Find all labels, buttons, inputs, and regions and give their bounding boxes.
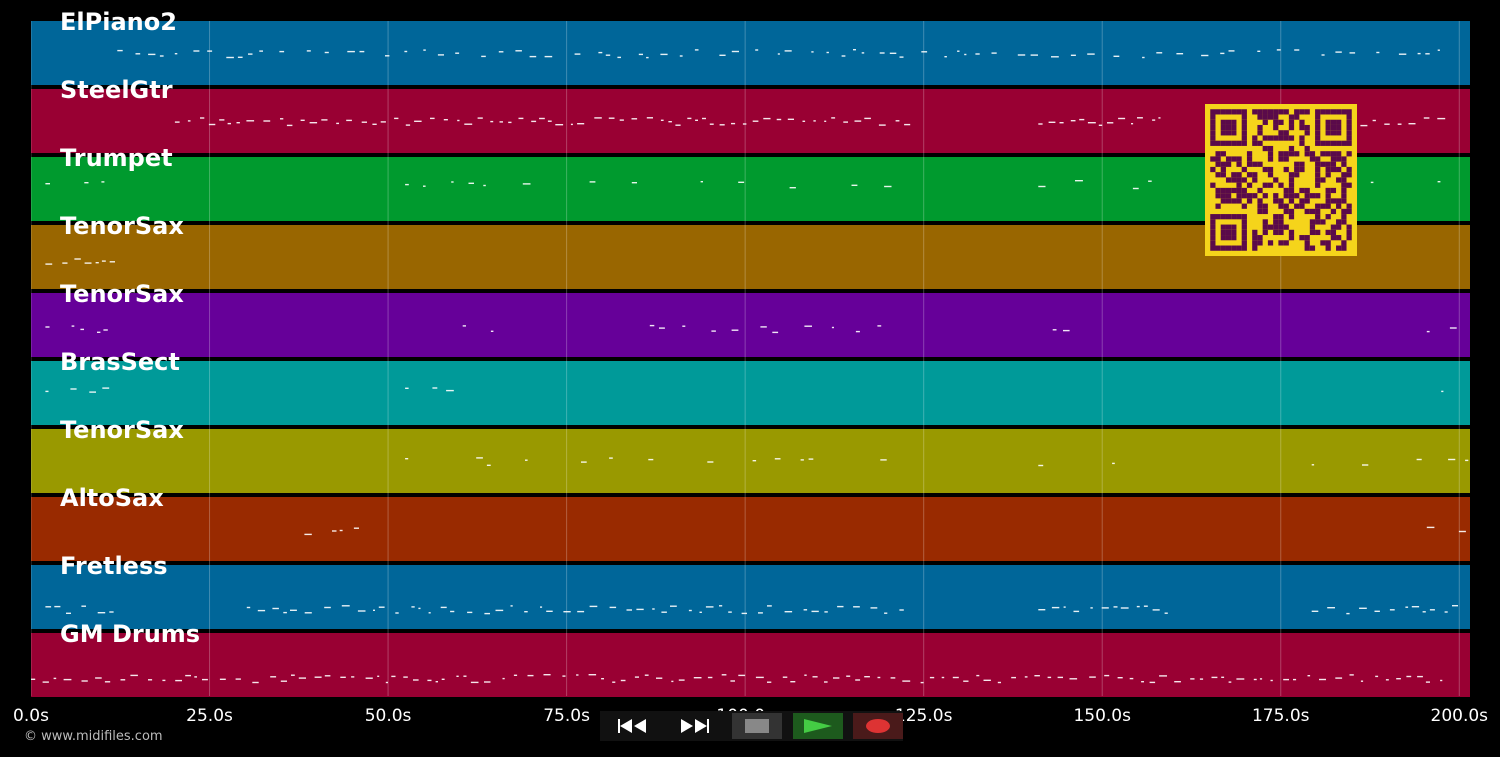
tick-label: 0.0s (13, 706, 49, 726)
tick-label: 25.0s (186, 706, 233, 726)
track-lane[interactable] (31, 633, 1470, 697)
tick-label: 125.0s (894, 706, 953, 726)
track-label: TenorSax (60, 212, 184, 240)
play-button[interactable] (793, 713, 843, 739)
track-notes (45, 180, 1441, 190)
qr-code (1205, 104, 1357, 256)
track-label: TenorSax (60, 280, 184, 308)
stop-button[interactable] (732, 713, 782, 739)
tick-label: 200.0s (1430, 706, 1489, 726)
track-label: ElPiano2 (60, 8, 177, 36)
track-lane[interactable] (31, 293, 1470, 357)
tick-label: 75.0s (543, 706, 590, 726)
transport-bar (600, 711, 903, 741)
track-label: SteelGtr (60, 76, 173, 104)
tracks-area: ElPiano2 SteelGtr Trumpet TenorSax TenorSax B… (31, 8, 1470, 697)
track-notes (405, 457, 1469, 467)
track-label: Trumpet (60, 144, 173, 172)
tick-label: 50.0s (364, 706, 412, 726)
rewind-button[interactable] (608, 713, 658, 739)
rewind-icon (618, 719, 646, 733)
track-lane[interactable] (31, 361, 1470, 425)
fast-forward-button[interactable] (669, 713, 719, 739)
record-icon (866, 719, 890, 733)
track-notes (45, 605, 1458, 615)
track-label: TenorSax (60, 416, 184, 444)
track-label: BrasSect (60, 348, 180, 376)
copyright-text: © www.midifiles.com (24, 729, 163, 744)
stop-icon (745, 719, 769, 733)
track-notes (31, 674, 1443, 684)
tick-label: 175.0s (1251, 706, 1310, 726)
play-icon (804, 719, 832, 733)
track-label: Fretless (60, 552, 168, 580)
track-notes (45, 258, 115, 265)
record-button[interactable] (853, 713, 903, 739)
track-notes (45, 387, 1444, 393)
track-lane[interactable] (31, 497, 1470, 561)
tick-label: 150.0s (1073, 706, 1131, 726)
track-label: GM Drums (60, 620, 201, 648)
track-lane[interactable] (31, 565, 1470, 629)
track-label: AltoSax (60, 484, 164, 512)
fast-forward-icon (681, 719, 709, 733)
track-notes (117, 49, 1440, 59)
track-lane[interactable] (31, 21, 1470, 85)
track-notes (45, 324, 1457, 334)
track-lane[interactable] (31, 429, 1470, 493)
track-notes (304, 526, 1466, 536)
